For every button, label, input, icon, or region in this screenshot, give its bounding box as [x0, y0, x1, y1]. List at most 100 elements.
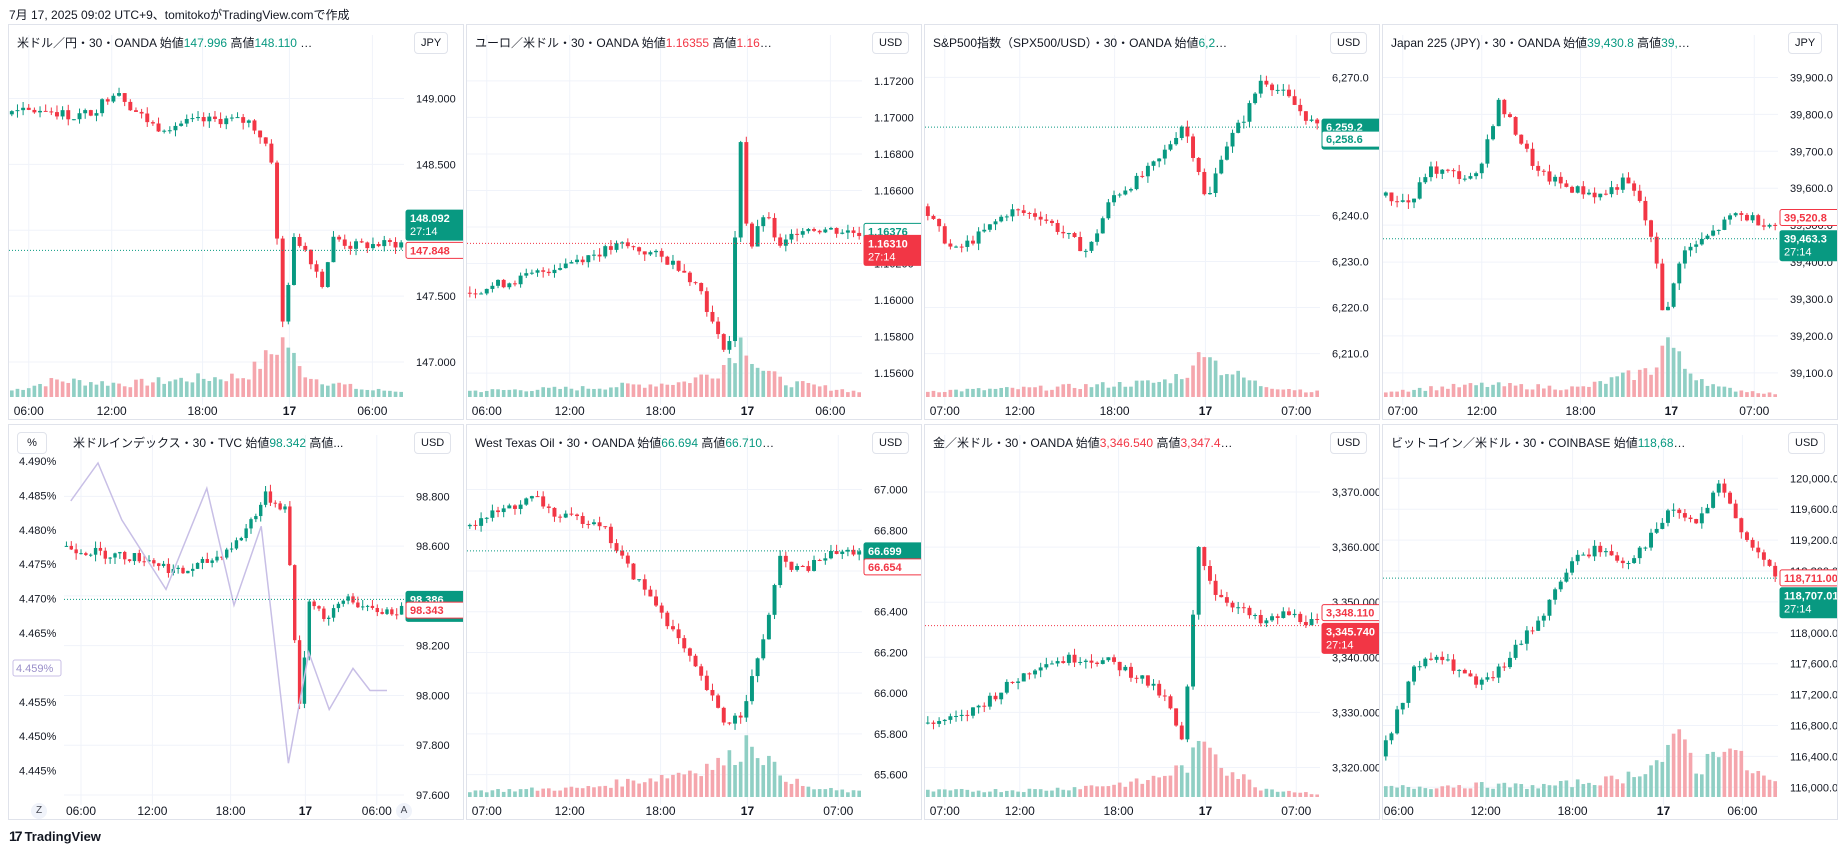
candle-body — [66, 110, 71, 120]
candle-body — [195, 562, 200, 569]
candle-body — [1061, 231, 1066, 234]
candle-body — [1286, 89, 1291, 97]
chart-svg[interactable]: 1.172001.170001.168001.166001.164001.162… — [467, 25, 922, 420]
volume-bar — [800, 381, 805, 397]
candle-body — [1744, 214, 1749, 221]
volume-bar — [1626, 370, 1631, 397]
candle-body — [1716, 483, 1721, 493]
candle-body — [546, 506, 551, 508]
volume-bar — [89, 382, 93, 397]
volume-bar — [1705, 385, 1710, 397]
candle-body — [1292, 613, 1297, 616]
chart-svg[interactable]: 3,370.0003,360.0003,350.0003,340.0003,33… — [925, 425, 1380, 820]
candle-body — [704, 291, 709, 312]
candle-body — [1705, 507, 1710, 514]
currency-button[interactable]: USD — [1330, 432, 1368, 454]
volume-bar — [1236, 370, 1240, 397]
chart-panel-spx[interactable]: 6,270.0 6,240.0 6,230.0 6,220.0 6,210.0 07:00… — [924, 24, 1380, 420]
volume-bar — [558, 790, 562, 797]
volume-bar — [484, 390, 489, 397]
candle-body — [970, 240, 975, 244]
volume-bar — [473, 390, 478, 397]
chart-panel-xauusd[interactable]: 3,370.000 3,360.000 3,350.000 3,340.000 3,33… — [924, 424, 1380, 820]
volume-bar — [1202, 357, 1207, 397]
candle-body — [999, 216, 1004, 222]
chart-svg[interactable]: 149.000148.500148.000147.500147.00006:00… — [9, 25, 464, 420]
volume-bar — [688, 770, 692, 797]
chart-legend: West Texas Oil・30・OANDA 始値66.694 高値66.71… — [475, 434, 775, 451]
volume-bar — [1400, 389, 1405, 397]
percent-scale-button[interactable]: % — [17, 432, 47, 454]
volume-bar — [1451, 787, 1456, 797]
candle-body — [479, 518, 484, 526]
candle-body — [1303, 622, 1308, 626]
chart-panel-usdjpy[interactable]: 149.000148.500148.000147.500147.00006:00… — [8, 24, 464, 420]
candle-body — [586, 523, 591, 525]
volume-bar — [1745, 770, 1749, 797]
volume-bar — [1400, 785, 1405, 797]
candle-body — [670, 626, 675, 630]
currency-button[interactable]: USD — [1330, 32, 1368, 54]
candle-body — [676, 260, 681, 271]
candle-body — [1112, 195, 1117, 203]
candle-body — [390, 609, 394, 615]
volume-bar — [1683, 739, 1687, 797]
volume-bar — [382, 390, 387, 397]
candle-body — [1275, 616, 1280, 618]
currency-button[interactable]: USD — [414, 432, 452, 454]
currency-button[interactable]: USD — [872, 32, 910, 54]
candle-body — [1038, 667, 1043, 671]
volume-bar — [1151, 382, 1156, 397]
candle-body — [1570, 186, 1575, 193]
volume-bar — [631, 780, 636, 797]
volume-bar — [1084, 785, 1088, 797]
currency-button[interactable]: JPY — [414, 32, 449, 54]
chart-panel-jp225[interactable]: 39,900.0 39,800.0 39,700.0 39,600.0 39,500.0… — [1382, 24, 1838, 420]
candle-body — [1044, 664, 1049, 668]
candle-body — [38, 110, 43, 113]
currency-button[interactable]: JPY — [1788, 32, 1823, 54]
candle-body — [1213, 173, 1218, 194]
chart-svg[interactable]: 39,900.039,800.039,700.039,600.039,500.0… — [1383, 25, 1838, 420]
chart-svg[interactable]: 98.80098.60098.40098.20098.00097.80097.6… — [9, 425, 464, 820]
chart-panel-dxy[interactable]: 98.80098.60098.40098.20098.00097.80097.6… — [8, 424, 464, 820]
volume-bar — [1219, 767, 1224, 797]
candle-body — [1462, 669, 1467, 674]
volume-bar — [857, 392, 861, 397]
volume-bar — [122, 386, 127, 397]
chart-svg[interactable]: 67.00066.80066.60066.40066.20066.00065.8… — [467, 425, 922, 820]
candle-body — [1756, 547, 1761, 553]
candle-body — [331, 236, 336, 263]
tradingview-logo[interactable]: 17 TradingView — [9, 828, 101, 844]
zoom-button[interactable]: Z — [31, 803, 47, 819]
chart-panel-eurusd[interactable]: 1.172001.170001.168001.166001.164001.162… — [466, 24, 922, 420]
chart-svg[interactable]: 120,000.00119,600.00119,200.00118,800.00… — [1383, 425, 1838, 820]
volume-bar — [55, 379, 59, 397]
volume-bar — [1292, 390, 1297, 397]
candle-body — [490, 510, 495, 518]
volume-bar — [1762, 775, 1766, 797]
volume-bar — [1434, 788, 1439, 797]
candle-body — [314, 264, 319, 272]
volume-bar — [1750, 773, 1755, 797]
y-tick-label: 6,270.0 — [1332, 72, 1369, 84]
chart-svg[interactable]: 6,270.0 6,240.0 6,230.0 6,220.0 6,210.0 07:00… — [925, 25, 1380, 420]
y-tick-label: 3,370.000 — [1332, 487, 1380, 499]
candle-body — [772, 217, 777, 238]
candle-body — [241, 117, 246, 123]
volume-bar — [1750, 391, 1755, 397]
currency-button[interactable]: USD — [872, 432, 910, 454]
chart-panel-btcusd[interactable]: 120,000.00119,600.00119,200.00118,800.00… — [1382, 424, 1838, 820]
volume-bar — [468, 792, 472, 797]
y-tick-label: 3,340.000 — [1332, 652, 1380, 664]
price-label-value: 118,711.00 — [1784, 573, 1838, 585]
auto-scale-button[interactable]: A — [396, 803, 412, 819]
volume-bar — [117, 383, 121, 397]
currency-button[interactable]: USD — [1788, 432, 1826, 454]
volume-bar — [1292, 792, 1297, 797]
candle-body — [15, 110, 20, 112]
volume-bar — [468, 390, 472, 397]
volume-bar — [795, 381, 799, 397]
chart-panel-wti[interactable]: 67.00066.80066.60066.40066.20066.00065.8… — [466, 424, 922, 820]
candle-body — [1547, 171, 1552, 182]
